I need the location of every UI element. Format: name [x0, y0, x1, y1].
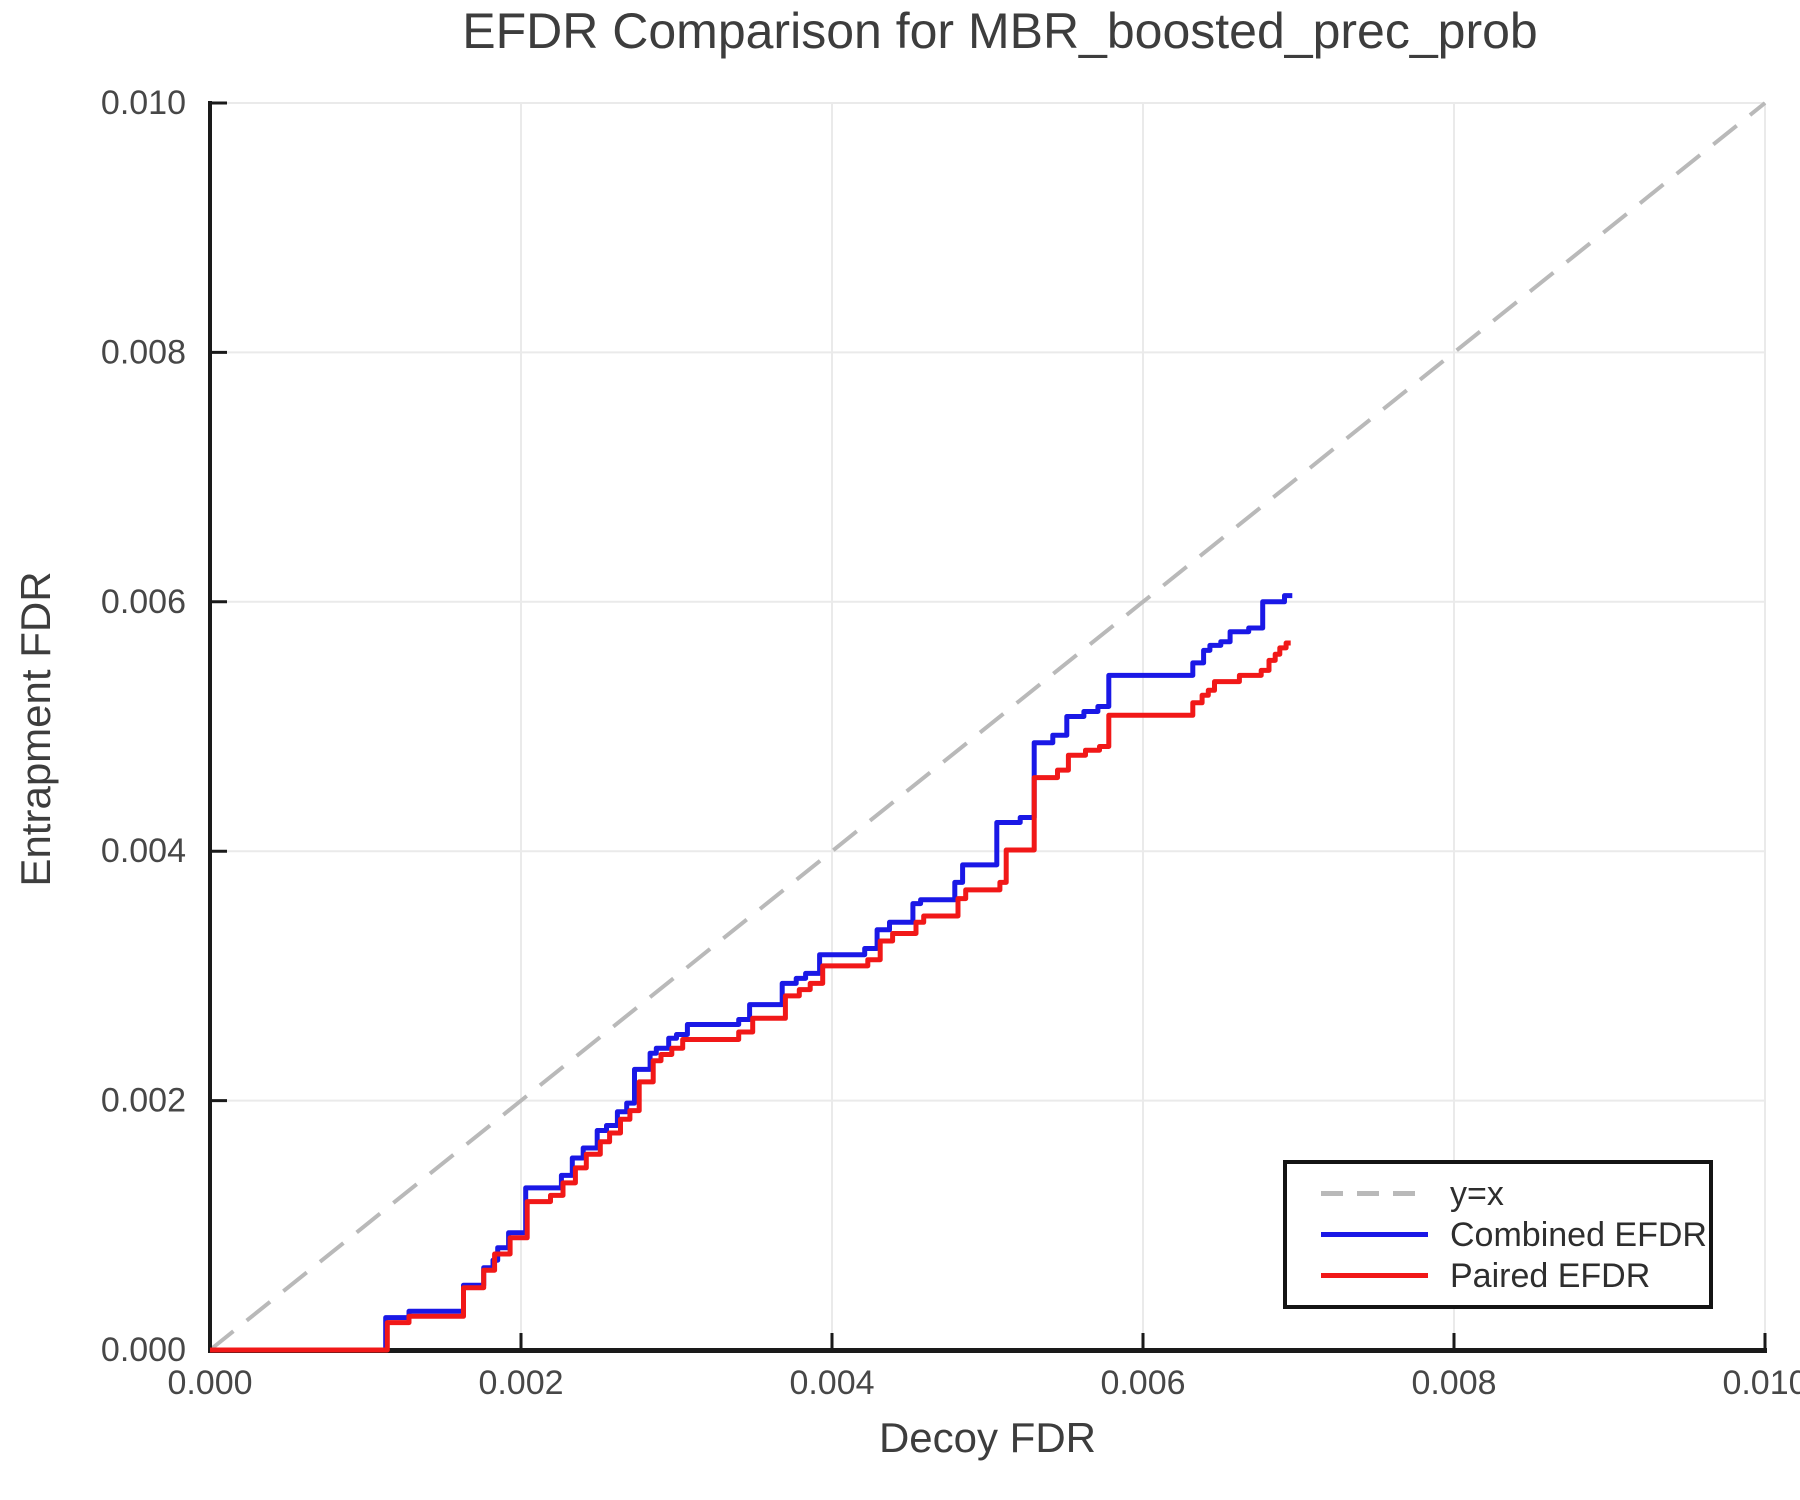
- legend: y=x Combined EFDR Paired EFDR: [1283, 1160, 1713, 1309]
- legend-label: Paired EFDR: [1450, 1256, 1651, 1295]
- y-axis-spine: [208, 101, 212, 1353]
- legend-item-combined-efdr: Combined EFDR: [1321, 1216, 1709, 1253]
- plot-title: EFDR Comparison for MBR_boosted_prec_pro…: [462, 3, 1538, 59]
- y-tick-label: 0.008: [101, 333, 186, 371]
- x-tick-label: 0.008: [1411, 1364, 1496, 1402]
- x-tick-label: 0.006: [1100, 1364, 1185, 1402]
- legend-item-identity: y=x: [1321, 1175, 1709, 1212]
- identity-line: [208, 101, 1767, 1352]
- legend-label: Combined EFDR: [1450, 1215, 1707, 1254]
- y-tick-label: 0.006: [101, 583, 186, 621]
- x-axis-spine: [208, 1348, 1767, 1353]
- combined-efdr-line: [210, 593, 1293, 1353]
- x-tick-label: 0.010: [1722, 1364, 1800, 1402]
- legend-label: y=x: [1450, 1174, 1504, 1213]
- x-tick-label: 0.002: [478, 1364, 563, 1402]
- x-axis-label: Decoy FDR: [878, 1414, 1097, 1461]
- identity-line-swatch: [1321, 1191, 1428, 1196]
- y-tick-label: 0.004: [101, 832, 186, 870]
- x-tick-label: 0.000: [167, 1364, 252, 1402]
- y-tick-label: 0.010: [101, 84, 186, 122]
- combined-efdr-swatch: [1321, 1232, 1428, 1237]
- y-tick-label: 0.002: [101, 1082, 186, 1120]
- y-axis-label: Entrapment FDR: [12, 571, 59, 887]
- paired-efdr-swatch: [1321, 1273, 1428, 1278]
- paired-efdr-line: [210, 640, 1291, 1353]
- x-tick-label: 0.004: [789, 1364, 874, 1402]
- y-tick-label: 0.000: [101, 1331, 186, 1369]
- legend-item-paired-efdr: Paired EFDR: [1321, 1257, 1709, 1294]
